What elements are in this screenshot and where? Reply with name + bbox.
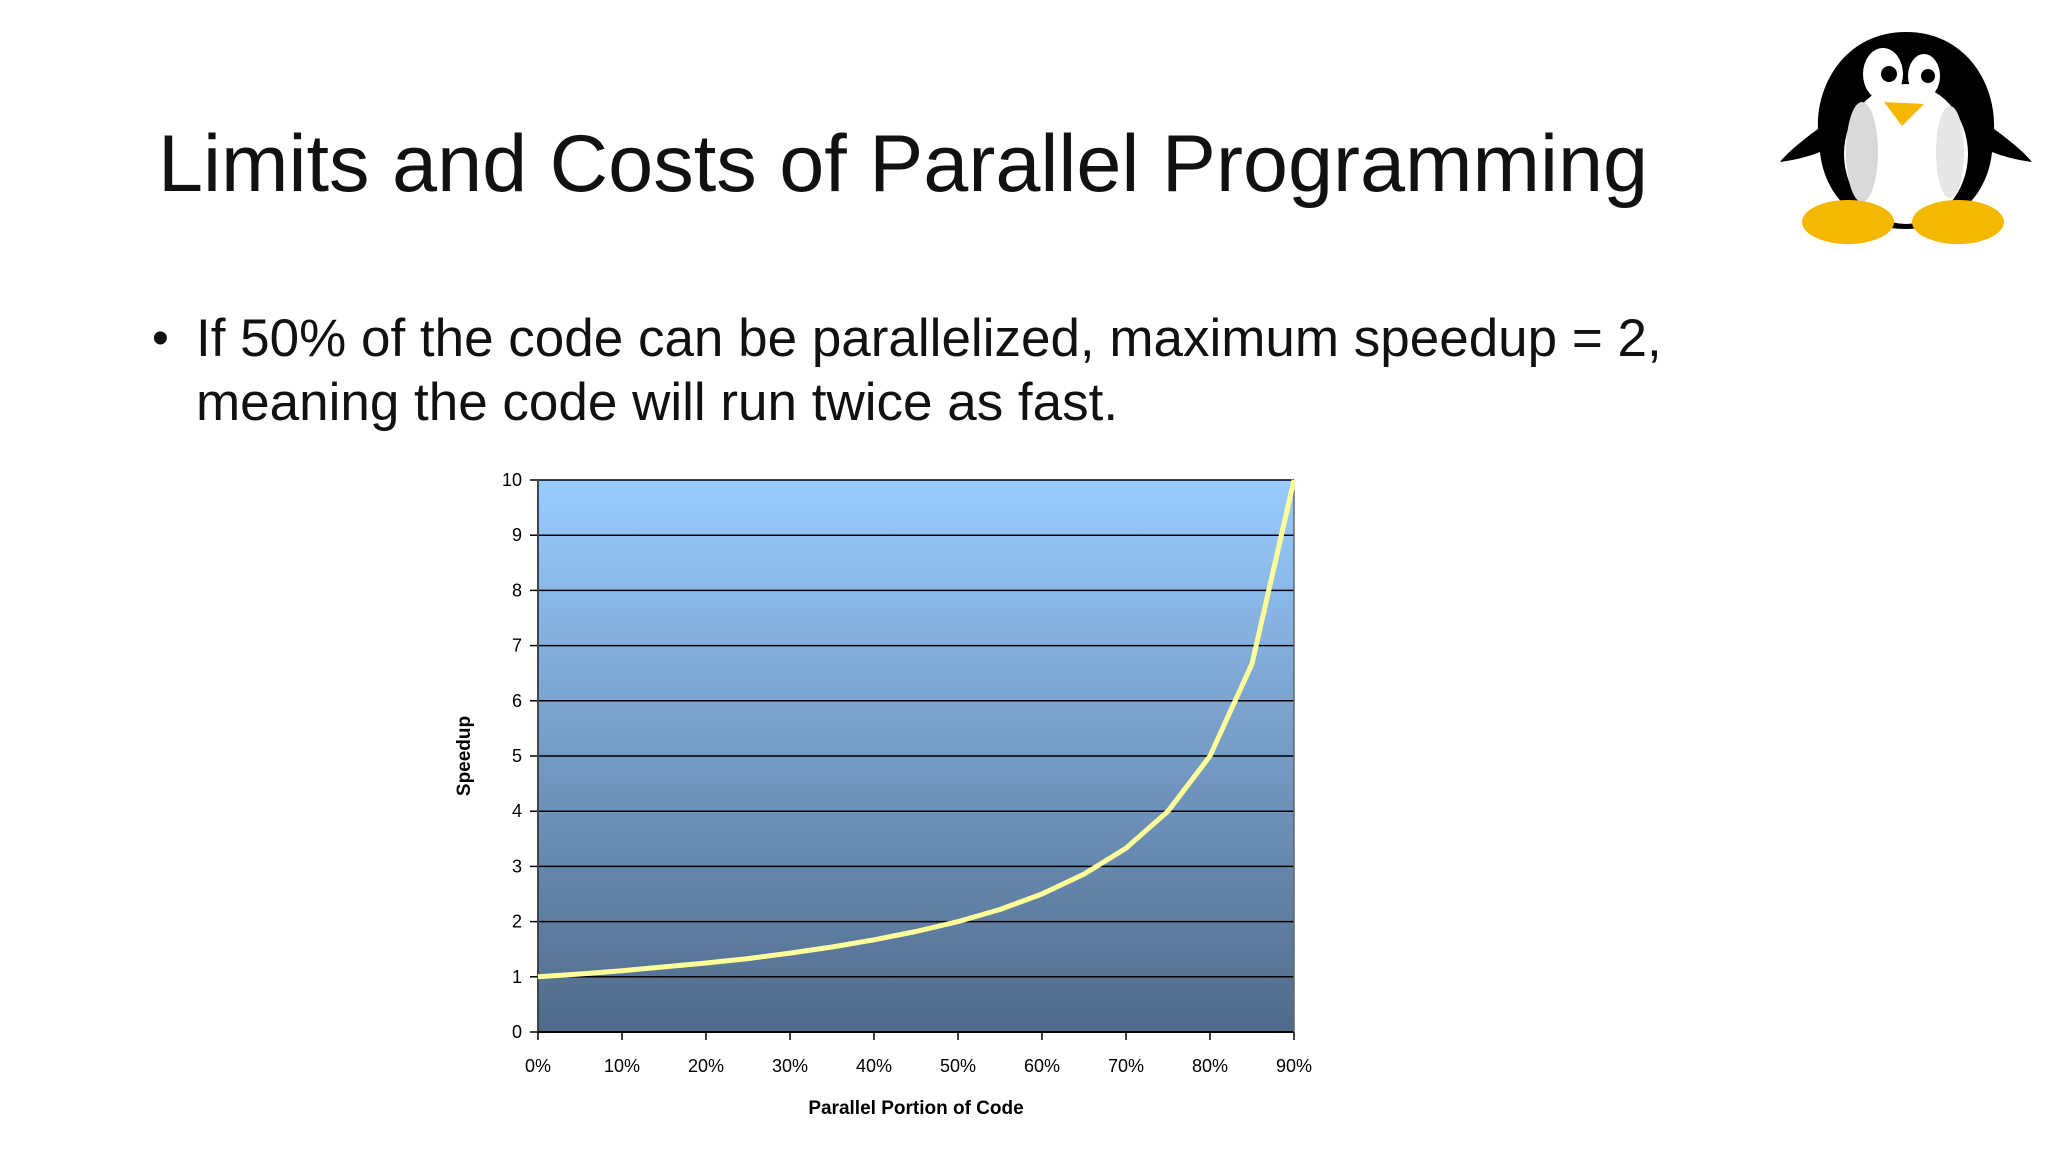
- y-tick-label: 0: [512, 1022, 522, 1042]
- y-tick-label: 3: [512, 856, 522, 876]
- y-tick-label: 6: [512, 691, 522, 711]
- penguin-pupil-right: [1921, 69, 1935, 83]
- x-tick-label: 0%: [525, 1056, 551, 1076]
- y-tick-label: 10: [502, 470, 522, 490]
- penguin-belly: [1844, 84, 1968, 224]
- y-tick-label: 4: [512, 801, 522, 821]
- x-tick-label: 20%: [688, 1056, 724, 1076]
- speedup-series-line: [537, 479, 1297, 980]
- y-tick-label: 5: [512, 746, 522, 766]
- x-tick-label: 80%: [1192, 1056, 1228, 1076]
- x-tick-labels: 0% 10% 20% 30% 40% 50% 60% 70% 80% 90%: [525, 1056, 1312, 1076]
- y-tick-label: 7: [512, 636, 522, 656]
- bullet-dot-icon: •: [152, 312, 169, 365]
- axes: [537, 480, 1295, 1033]
- penguin-belly-shade: [1846, 102, 1878, 202]
- x-tick-label: 60%: [1024, 1056, 1060, 1076]
- bullet-item: • If 50% of the code can be parallelized…: [152, 307, 1732, 435]
- bullet-text: If 50% of the code can be parallelized, …: [196, 309, 1662, 432]
- y-tick-label: 1: [512, 967, 522, 987]
- y-tick-label: 8: [512, 580, 522, 600]
- x-tick-label: 30%: [772, 1056, 808, 1076]
- x-tick-label: 40%: [856, 1056, 892, 1076]
- slide-title: Limits and Costs of Parallel Programming: [158, 119, 1649, 209]
- y-tick-label: 2: [512, 912, 522, 932]
- penguin-foot-right: [1912, 200, 2004, 244]
- penguin-belly-shade-right: [1936, 106, 1964, 198]
- bullet-list: • If 50% of the code can be parallelized…: [152, 307, 1732, 435]
- x-tick-label: 70%: [1108, 1056, 1144, 1076]
- x-axis-label: Parallel Portion of Code: [808, 1098, 1023, 1119]
- y-tick-labels: 0 1 2 3 4 5 6 7 8 9 10: [502, 470, 522, 1042]
- x-tick-label: 50%: [940, 1056, 976, 1076]
- x-tick-label: 90%: [1276, 1056, 1312, 1076]
- y-tick-label: 9: [512, 525, 522, 545]
- penguin-foot-left: [1802, 200, 1894, 244]
- penguin-beak: [1884, 102, 1924, 126]
- penguin-pupil-left: [1881, 66, 1897, 82]
- speedup-chart: 0 1 2 3 4 5 6 7 8 9 10 0% 10% 20% 30% 40% 50% 60% 70% 80% 9…: [454, 470, 1312, 1119]
- penguin-icon: [1780, 32, 2032, 244]
- y-axis-label: Speedup: [454, 716, 475, 796]
- x-tick-label: 10%: [604, 1056, 640, 1076]
